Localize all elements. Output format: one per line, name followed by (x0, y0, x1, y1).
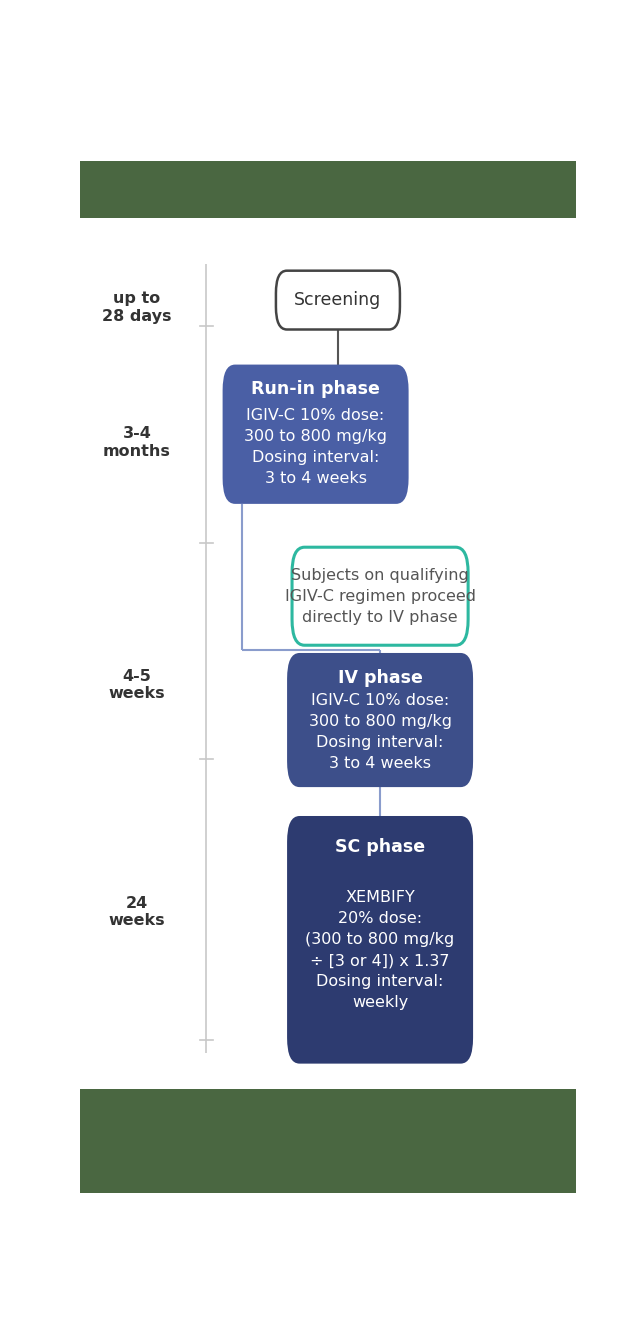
Text: 24
weeks: 24 weeks (109, 895, 165, 929)
FancyBboxPatch shape (223, 364, 408, 504)
FancyBboxPatch shape (287, 816, 473, 1064)
FancyBboxPatch shape (292, 547, 468, 646)
Text: IGIV-C 10% dose:
300 to 800 mg/kg
Dosing interval:
3 to 4 weeks: IGIV-C 10% dose: 300 to 800 mg/kg Dosing… (308, 693, 452, 772)
Text: IGIV-C 10% dose:
300 to 800 mg/kg
Dosing interval:
3 to 4 weeks: IGIV-C 10% dose: 300 to 800 mg/kg Dosing… (244, 407, 387, 485)
Bar (80, 161, 576, 217)
Text: XEMBIFY
20% dose:
(300 to 800 mg/kg
÷ [3 or 4]) x 1.37
Dosing interval:
weekly: XEMBIFY 20% dose: (300 to 800 mg/kg ÷ [3… (305, 890, 454, 1010)
FancyBboxPatch shape (276, 271, 400, 330)
Text: Screening: Screening (294, 291, 381, 310)
Bar (80, 1089, 576, 1193)
Text: 4-5
weeks: 4-5 weeks (109, 669, 165, 701)
Text: Subjects on qualifying
IGIV-C regimen proceed
directly to IV phase: Subjects on qualifying IGIV-C regimen pr… (285, 568, 476, 624)
Text: Run-in phase: Run-in phase (251, 381, 380, 398)
Text: 3-4
months: 3-4 months (103, 426, 171, 458)
FancyBboxPatch shape (287, 653, 473, 787)
Text: up to
28 days: up to 28 days (102, 291, 172, 323)
Text: IV phase: IV phase (338, 669, 422, 686)
Text: SC phase: SC phase (335, 838, 425, 856)
